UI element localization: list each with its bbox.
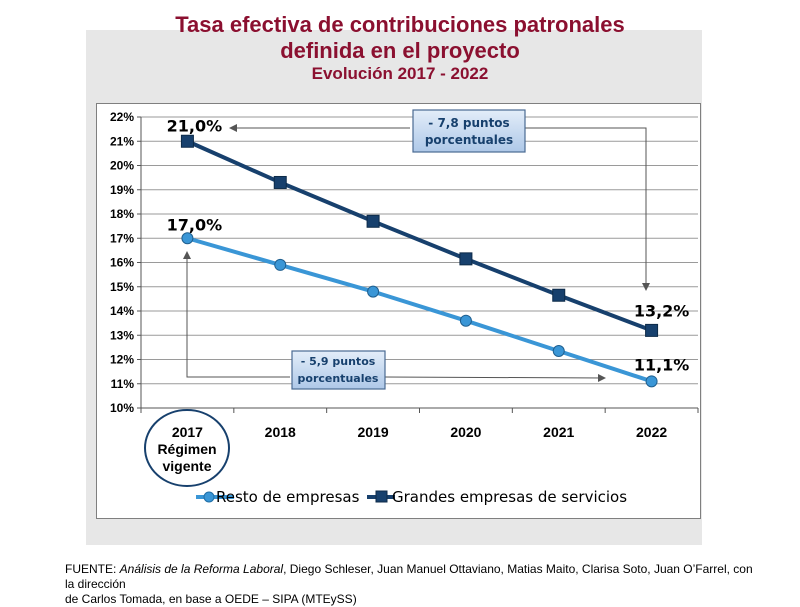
x-tick-label: 2022 [636, 424, 667, 440]
y-tick-label: 11% [111, 377, 135, 391]
point-resto-2022 [645, 375, 658, 388]
annotation-1-line2: porcentuales [425, 133, 513, 147]
chart-subtitle: Evolución 2017 - 2022 [311, 64, 489, 83]
x-extra-label-1: Régimen [157, 441, 216, 457]
annotation-box-1: - 7,8 puntos porcentuales [412, 109, 526, 153]
chart-title-line1: Tasa efectiva de contribuciones patronal… [175, 12, 625, 37]
annotation-2-line2: porcentuales [298, 372, 379, 385]
x-tick-label: 2019 [358, 424, 389, 440]
point-resto-2018 [274, 258, 287, 271]
y-tick-label: 18% [110, 207, 134, 221]
arrow-to-13-2 [525, 127, 650, 291]
point-grandes-2021 [552, 288, 566, 302]
y-tick-label: 10% [110, 401, 134, 415]
data-label: 21,0% [167, 116, 223, 135]
y-tick-label: 20% [110, 159, 134, 173]
series-line-grandes [186, 139, 653, 333]
legend-label-resto: Resto de empresas [216, 488, 360, 506]
point-grandes-2017 [180, 134, 194, 148]
y-tick-label: 13% [110, 328, 134, 342]
data-labels: 21,0% 17,0% 13,2% 11,1% [167, 116, 690, 374]
gridlines [141, 116, 698, 409]
legend: Resto de empresas Grandes empresas de se… [196, 488, 627, 506]
arrow-to-17 [183, 251, 290, 378]
y-tick-label: 22% [110, 110, 134, 124]
series-line-resto [186, 236, 653, 384]
y-axis: 10% 11% 12% 13% 14% 15% 16% 17% 18% 19% 20% 21% 22% [110, 110, 142, 415]
x-tick-label: 2021 [543, 424, 574, 440]
point-grandes-2020 [459, 252, 473, 266]
data-label: 11,1% [634, 355, 690, 374]
point-resto-2020 [459, 314, 472, 327]
point-resto-2019 [367, 285, 380, 298]
legend-marker-grandes [375, 490, 388, 503]
data-label: 17,0% [167, 215, 223, 234]
y-tick-label: 21% [110, 134, 134, 148]
source-rest: , Diego Schleser, Juan Manuel Ottaviano,… [65, 562, 753, 591]
source-note: FUENTE: Análisis de la Reforma Laboral, … [65, 562, 765, 607]
y-tick-label: 19% [110, 183, 134, 197]
y-tick-label: 17% [110, 231, 134, 245]
y-tick-label: 12% [110, 353, 134, 367]
x-tick-label: 2017 [172, 424, 203, 440]
annotation-2-line1: - 5,9 puntos [301, 355, 376, 368]
arrow-to-11-1 [384, 373, 606, 382]
source-prefix: FUENTE: [65, 562, 120, 576]
x-tick-label: 2020 [450, 424, 481, 440]
annotation-1-line1: - 7,8 puntos [428, 116, 509, 130]
point-grandes-2018 [273, 175, 287, 189]
data-label: 13,2% [634, 301, 690, 320]
source-line2: de Carlos Tomada, en base a OEDE – SIPA … [65, 592, 357, 606]
point-grandes-2019 [366, 214, 380, 228]
y-tick-label: 14% [110, 304, 134, 318]
annotation-arrows [183, 124, 650, 382]
annotation-box-2: - 5,9 puntos porcentuales [291, 350, 386, 390]
legend-label-grandes: Grandes empresas de servicios [392, 488, 627, 506]
series-lines [180, 134, 659, 388]
source-title: Análisis de la Reforma Laboral [119, 562, 284, 576]
point-resto-2017 [181, 232, 194, 245]
y-tick-label: 15% [110, 280, 134, 294]
point-grandes-2022 [645, 323, 659, 337]
x-extra-label-2: vigente [162, 458, 211, 474]
current-regime-highlight [144, 409, 230, 487]
legend-marker-resto [203, 491, 215, 503]
point-resto-2021 [552, 345, 565, 358]
chart-title-line2: definida en el proyecto [280, 38, 520, 63]
x-axis: 2017 2018 2019 2020 2021 2022 [140, 407, 699, 440]
y-tick-label: 16% [110, 256, 134, 270]
x-tick-label: 2018 [265, 424, 296, 440]
